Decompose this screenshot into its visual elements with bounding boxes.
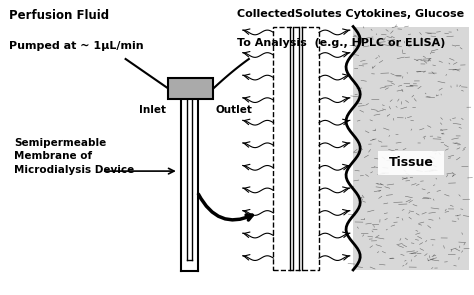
Text: Inlet: Inlet bbox=[139, 105, 166, 115]
Bar bbox=[273, 27, 319, 270]
Text: To Analysis  (e.g., HPLC or ELISA): To Analysis (e.g., HPLC or ELISA) bbox=[237, 38, 446, 48]
Text: Tissue: Tissue bbox=[389, 156, 434, 170]
Bar bbox=[353, 27, 469, 270]
Text: Pumped at ~ 1μL/min: Pumped at ~ 1μL/min bbox=[9, 41, 144, 51]
Text: CollectedSolutes Cytokines, Glucose: CollectedSolutes Cytokines, Glucose bbox=[237, 9, 464, 19]
Text: Semipermeable
Membrane of
Microdialysis Device: Semipermeable Membrane of Microdialysis … bbox=[14, 138, 135, 175]
Text: Perfusion Fluid: Perfusion Fluid bbox=[9, 9, 109, 22]
Text: Outlet: Outlet bbox=[216, 105, 253, 115]
Bar bbox=[378, 151, 444, 175]
Bar bbox=[168, 78, 213, 99]
